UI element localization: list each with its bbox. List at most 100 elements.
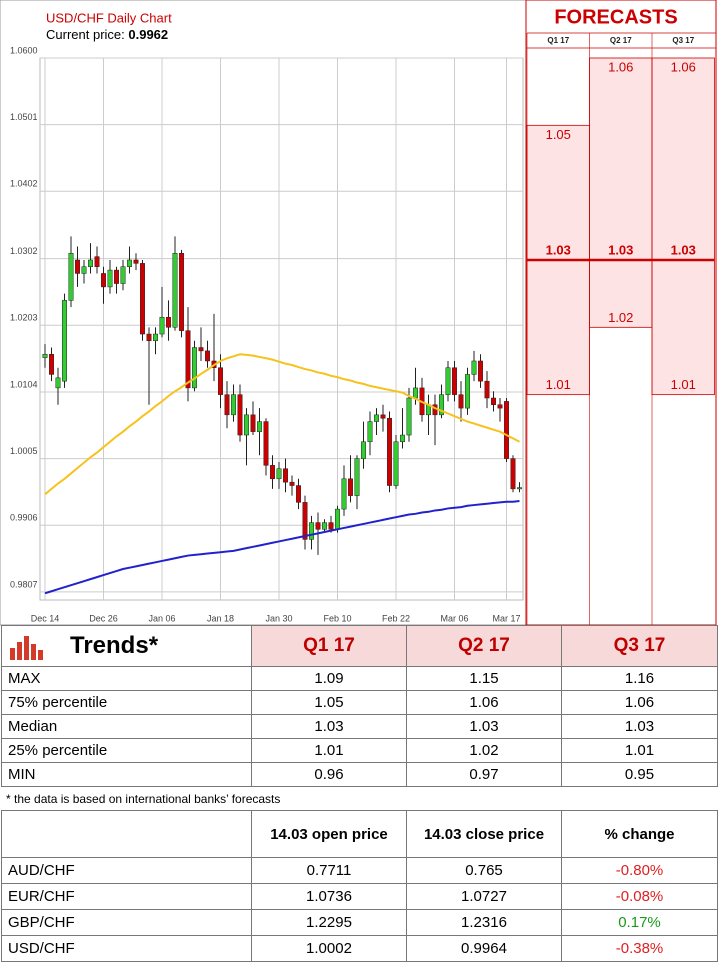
candle-body	[367, 421, 373, 443]
trends-title-cell: Trends*	[1, 625, 252, 667]
cell: 1.0002	[251, 935, 407, 962]
candle-body	[68, 253, 74, 301]
trends-header: Trends* Q1 17 Q2 17 Q3 17	[1, 625, 718, 667]
row-label: GBP/CHF	[1, 909, 252, 936]
forecast-high-label: 1.05	[546, 127, 571, 142]
cell: 1.0727	[406, 883, 562, 910]
candle-body	[237, 394, 243, 436]
cell: 1.09	[251, 666, 407, 691]
forecast-column-label: Q2 17	[610, 36, 632, 45]
price-row: AUD/CHF 0.7711 0.765 -0.80%	[1, 857, 718, 884]
price-header: 14.03 open price 14.03 close price% chang…	[1, 810, 718, 858]
cell: -0.80%	[561, 857, 718, 884]
x-tick-label: Mar 17	[492, 613, 520, 623]
candle-body	[276, 468, 282, 480]
candle-body	[380, 414, 386, 419]
candle-body	[179, 253, 184, 331]
candle-body	[361, 441, 366, 459]
trends-row: MIN 0.96 0.97 0.95	[1, 762, 718, 787]
row-label: 75% percentile	[1, 690, 252, 715]
candle-body	[75, 259, 80, 274]
column-header: 14.03 open price	[251, 810, 407, 858]
candle-body	[445, 367, 451, 395]
x-tick-label: Dec 14	[31, 613, 60, 623]
candle-body	[484, 380, 490, 399]
cell: 0.765	[406, 857, 562, 884]
y-tick-label: 1.0005	[10, 446, 38, 456]
row-label: 25% percentile	[1, 738, 252, 763]
column-header: Q1 17	[251, 625, 407, 667]
forecast-column-label: Q3 17	[672, 36, 694, 45]
candle-body	[302, 502, 308, 540]
candle-body	[270, 465, 275, 480]
column-header: Q2 17	[406, 625, 562, 667]
y-tick-label: 1.0402	[10, 179, 38, 189]
forecast-median-label: 1.03	[546, 242, 571, 257]
candle-body	[374, 414, 379, 422]
forecast-high-label: 1.06	[608, 59, 633, 74]
candle-body	[315, 522, 321, 530]
y-tick-label: 0.9906	[10, 513, 38, 523]
candle-body	[478, 360, 483, 382]
trends-row: 75% percentile 1.05 1.06 1.06	[1, 690, 718, 715]
candle-body	[348, 478, 353, 496]
candle-body	[250, 414, 256, 432]
forecast-low-label: 1.01	[546, 377, 571, 392]
candle-body	[62, 300, 67, 382]
plot-area	[39, 57, 524, 601]
cell: 0.95	[561, 762, 718, 787]
candle-body	[491, 397, 496, 405]
candle-body	[120, 266, 126, 284]
y-tick-label: 1.0600	[10, 45, 38, 55]
forecast-column-label: Q1 17	[547, 36, 569, 45]
cell: 1.2295	[251, 909, 407, 936]
candle-body	[458, 394, 464, 409]
price-table: 14.03 open price 14.03 close price% chang…	[1, 810, 718, 962]
cell: -0.38%	[561, 935, 718, 962]
row-label: MIN	[1, 762, 252, 787]
forecast-title: FORECASTS	[554, 6, 677, 28]
trends-icon	[10, 635, 43, 660]
cell: 1.01	[561, 738, 718, 763]
cell: 0.97	[406, 762, 562, 787]
candle-body	[413, 387, 418, 399]
x-tick-label: Feb 10	[323, 613, 351, 623]
candle-body	[133, 259, 139, 264]
candle-body	[107, 269, 113, 288]
price-row: USD/CHF 1.0002 0.9964 -0.38%	[1, 935, 718, 962]
candle-body	[406, 397, 412, 436]
x-tick-label: Jan 30	[265, 613, 292, 623]
chart-title: USD/CHF Daily Chart	[46, 10, 172, 25]
candle-body	[140, 263, 145, 335]
row-label: USD/CHF	[1, 935, 252, 962]
y-tick-label: 0.9807	[10, 579, 38, 589]
row-label: MAX	[1, 666, 252, 691]
column-header: Q3 17	[561, 625, 718, 667]
forecast-range	[651, 57, 715, 396]
candle-body	[452, 367, 457, 395]
candle-body	[322, 522, 327, 530]
cell: 1.06	[406, 690, 562, 715]
candle-body	[127, 259, 132, 267]
candle-body	[153, 333, 158, 342]
chart: USD/CHF Daily Chart Current price: 0.996…	[0, 0, 717, 626]
cell: -0.08%	[561, 883, 718, 910]
candle-body	[283, 468, 288, 483]
candle-body	[387, 417, 392, 486]
candle-body	[192, 347, 197, 389]
x-tick-label: Jan 18	[207, 613, 234, 623]
candle-body	[517, 487, 522, 490]
candle-body	[231, 394, 236, 416]
cell: 0.9964	[406, 935, 562, 962]
column-header: % change	[561, 810, 718, 858]
candle-body	[309, 522, 314, 540]
cell: 1.03	[251, 714, 407, 739]
cell: 1.01	[251, 738, 407, 763]
x-tick-label: Mar 06	[440, 613, 468, 623]
candle-body	[166, 316, 171, 328]
candle-body	[198, 347, 204, 352]
candle-body	[341, 478, 347, 510]
candle-body	[81, 266, 87, 274]
price-row: EUR/CHF 1.0736 1.0727 -0.08%	[1, 883, 718, 910]
